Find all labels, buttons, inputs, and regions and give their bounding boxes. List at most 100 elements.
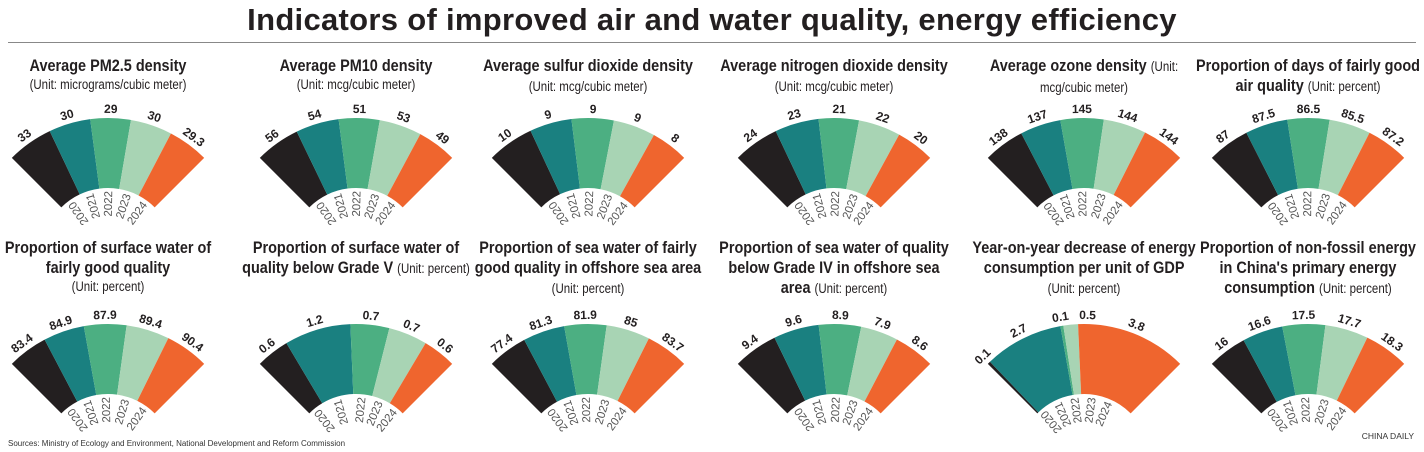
title-divider <box>8 42 1416 43</box>
wedge-2023 <box>597 325 649 401</box>
wedge-2021 <box>524 326 577 402</box>
fan-chart-panel: Average ozone density (Unit: mcg/cubic m… <box>968 56 1200 256</box>
value-label: 144 <box>1116 106 1140 125</box>
chart-title-text: Average ozone density <box>989 56 1147 75</box>
value-label: 51 <box>353 102 367 116</box>
wedge-2021 <box>1243 326 1296 402</box>
chart-title: Proportion of sea water of fairly good q… <box>472 238 703 299</box>
value-label: 22 <box>874 109 892 127</box>
chart-title-text: Average PM10 density <box>279 56 433 75</box>
wedge-2021 <box>989 326 1073 413</box>
wedge-2021 <box>49 119 100 195</box>
wedge-2024 <box>137 338 205 414</box>
fan-chart-panel: Proportion of days of fairly good air qu… <box>1192 56 1424 256</box>
fan-chart-panel: Average PM10 density (Unit: mcg/cubic me… <box>240 56 472 256</box>
wedge-2023 <box>846 120 900 197</box>
wedge-2023 <box>847 326 897 402</box>
wedge-2022 <box>818 118 860 190</box>
wedge-2022 <box>90 118 131 189</box>
value-label: 0.7 <box>362 308 380 324</box>
value-label: 23 <box>786 106 803 123</box>
wedge-2023 <box>1316 325 1368 401</box>
wedge-2022 <box>1060 118 1104 190</box>
value-label: 8 <box>668 131 682 146</box>
wedge-2024 <box>1078 324 1181 414</box>
value-label: 30 <box>59 106 76 123</box>
chart-unit: (Unit: percent) <box>814 281 888 296</box>
year-label: 2020 <box>313 407 338 435</box>
value-label: 17.7 <box>1336 311 1363 331</box>
year-label: 2022 <box>351 191 364 217</box>
wedge-2023 <box>1063 324 1082 395</box>
wedge-2023 <box>1318 119 1370 196</box>
year-label: 2022 <box>581 397 593 423</box>
chart-title: Proportion of surface water of quality b… <box>240 238 471 279</box>
infographic-title: Indicators of improved air and water qua… <box>247 2 1177 37</box>
wedge-2021 <box>1246 119 1298 196</box>
chart-unit: (Unit: mcg/cubic meter) <box>1039 59 1179 95</box>
wedge-2023 <box>367 120 421 196</box>
year-label: 2022 <box>830 397 843 423</box>
wedge-2020 <box>987 133 1054 208</box>
chart-title-text: Proportion of sea water of fairly good q… <box>474 238 702 277</box>
value-label: 3.8 <box>1126 315 1147 334</box>
fan-chart-panel: Proportion of sea water of fairly good q… <box>472 238 704 438</box>
value-label: 87.9 <box>93 308 117 322</box>
wedge-2022 <box>350 324 390 397</box>
wedge-2024 <box>864 339 931 414</box>
chart-title-text: Year-on-year decrease of energy consumpt… <box>972 238 1196 277</box>
wedge-2020 <box>737 337 806 414</box>
chart-title: Proportion of non-fossil energy in China… <box>1192 238 1423 299</box>
wedge-2024 <box>865 134 931 208</box>
wedge-2020 <box>11 339 78 414</box>
fan-chart-panel: Proportion of non-fossil energy in China… <box>1192 238 1424 438</box>
value-label: 29 <box>104 102 118 116</box>
chart-title-text: Average PM2.5 density <box>29 56 187 75</box>
wedge-2022 <box>1282 324 1326 396</box>
value-label: 9 <box>632 110 643 126</box>
year-label: 2022 <box>829 191 842 217</box>
value-label: 85 <box>623 313 640 330</box>
sources-note: Sources: Ministry of Ecology and Environ… <box>8 439 346 448</box>
wedge-2023 <box>119 119 171 196</box>
year-label: 2022 <box>103 191 115 217</box>
wedge-2023 <box>1093 119 1146 196</box>
wedge-2023 <box>372 328 426 404</box>
wedge-2024 <box>387 134 453 208</box>
value-label: 2.7 <box>1008 321 1029 341</box>
wedge-2022 <box>1287 117 1330 189</box>
value-label: 21 <box>832 102 846 116</box>
wedge-2020 <box>987 361 1039 414</box>
chart-title: Proportion of surface water of fairly go… <box>0 238 224 296</box>
year-label: 2021 <box>332 398 351 426</box>
value-label: 81.9 <box>573 308 597 322</box>
value-label: 53 <box>395 108 413 126</box>
chart-title-text: Proportion of surface water of fairly go… <box>4 238 212 277</box>
chart-title: Average PM10 density (Unit: mcg/cubic me… <box>240 56 471 94</box>
year-label: 2022 <box>1300 397 1313 423</box>
wedge-2020 <box>1211 340 1277 414</box>
chart-title-text: Proportion of surface water of quality b… <box>242 238 460 277</box>
wedge-2024 <box>1337 132 1405 208</box>
chart-title-text: Average sulfur dioxide density <box>483 56 693 75</box>
fan-chart-panel: Proportion of surface water of quality b… <box>240 238 472 438</box>
wedge-2022 <box>564 324 607 396</box>
wedge-2024 <box>619 135 685 208</box>
fan-chart-panel: Proportion of surface water of fairly go… <box>0 238 224 438</box>
chart-title: Year-on-year decrease of energy consumpt… <box>968 238 1199 299</box>
value-label: 30 <box>146 108 163 126</box>
fan-chart-panel: Average nitrogen dioxide density (Unit: … <box>718 56 950 256</box>
value-label: 9 <box>543 107 554 122</box>
wedge-2020 <box>1211 132 1279 208</box>
wedge-2024 <box>1336 337 1405 414</box>
wedge-2022 <box>818 324 862 396</box>
wedge-2021 <box>530 119 580 195</box>
wedge-2021 <box>286 324 354 404</box>
wedge-2024 <box>1113 132 1181 208</box>
